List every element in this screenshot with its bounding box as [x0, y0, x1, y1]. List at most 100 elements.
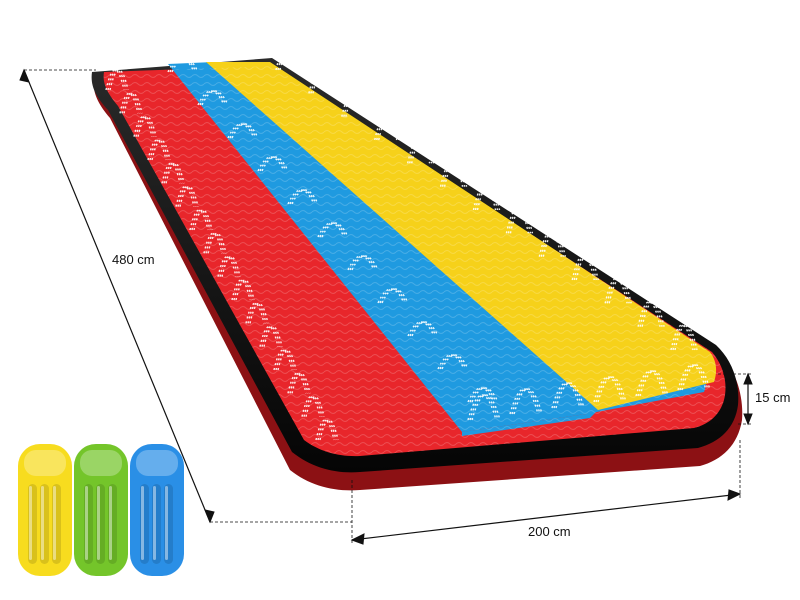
bodyboard-blue — [130, 444, 184, 576]
water-jet — [441, 354, 469, 370]
water-jet — [471, 387, 499, 403]
water-jet — [321, 222, 349, 238]
water-jet — [411, 321, 439, 337]
water-jet — [681, 364, 711, 391]
water-jet — [137, 115, 157, 137]
water-jet — [245, 302, 265, 324]
dimension-lines — [19, 68, 753, 545]
water-jet — [229, 123, 257, 139]
water-jet — [555, 382, 585, 409]
water-jet — [289, 372, 309, 394]
water-jet — [175, 185, 195, 207]
water-jet — [637, 370, 667, 397]
water-jet — [289, 189, 317, 205]
bodyboards — [18, 444, 184, 576]
water-jet — [259, 325, 279, 347]
water-jet — [167, 57, 195, 73]
water-jet — [227, 123, 255, 139]
water-jet — [217, 255, 237, 277]
water-jet — [99, 39, 121, 61]
water-jet — [291, 372, 311, 394]
water-jet — [233, 279, 253, 301]
water-jet — [437, 354, 465, 370]
width-label: 200 cm — [528, 524, 571, 539]
water-jet — [467, 394, 497, 421]
water-jet — [189, 209, 209, 231]
water-jet — [273, 349, 293, 371]
water-jet — [277, 349, 297, 371]
water-jet — [409, 321, 437, 337]
water-jet — [635, 370, 665, 397]
water-jet — [165, 162, 185, 184]
water-jet — [469, 394, 499, 421]
water-jet — [197, 90, 225, 106]
water-jet — [135, 115, 155, 137]
water-jet — [107, 69, 127, 91]
water-jet — [109, 69, 129, 91]
water-jet — [97, 39, 119, 61]
water-jet — [379, 288, 407, 304]
water-jet — [439, 354, 467, 370]
water-jet — [179, 185, 199, 207]
water-jet — [147, 139, 167, 161]
water-jet — [287, 372, 307, 394]
length-label: 480 cm — [112, 252, 155, 267]
water-jet — [593, 376, 623, 403]
water-jet — [303, 395, 323, 417]
water-jet — [235, 279, 255, 301]
water-jet — [219, 255, 239, 277]
water-jet — [119, 39, 141, 61]
water-jet — [263, 325, 283, 347]
water-jet — [317, 222, 345, 238]
water-jet — [119, 92, 139, 114]
water-jet — [149, 139, 169, 161]
water-jet — [275, 349, 295, 371]
water-jet — [257, 156, 285, 172]
water-jet — [117, 39, 139, 61]
water-jet — [319, 419, 339, 441]
water-jet — [137, 39, 159, 61]
water-jet — [305, 395, 325, 417]
water-jet — [551, 382, 581, 409]
water-jet — [121, 92, 141, 114]
water-jet — [221, 255, 241, 277]
height-label: 15 cm — [755, 390, 791, 405]
water-jet — [511, 388, 541, 415]
water-jet — [201, 90, 229, 106]
water-jet — [349, 255, 377, 271]
water-jet — [679, 364, 709, 391]
bodyboard-yellow — [18, 444, 72, 576]
water-jet — [101, 39, 123, 61]
water-jet — [207, 232, 227, 254]
water-jet — [509, 388, 539, 415]
water-jet — [317, 419, 337, 441]
water-jet — [347, 255, 375, 271]
water-jet — [199, 90, 227, 106]
water-jet — [231, 279, 251, 301]
water-jet — [123, 92, 143, 114]
water-jet — [171, 57, 199, 73]
water-jet — [161, 162, 181, 184]
water-jet — [381, 288, 409, 304]
water-jet — [261, 156, 289, 172]
water-jet — [203, 232, 223, 254]
water-jet — [377, 288, 405, 304]
water-jet — [205, 232, 225, 254]
water-jet — [231, 123, 259, 139]
water-jet — [467, 387, 495, 403]
water-jet — [151, 139, 171, 161]
water-jet — [133, 39, 155, 61]
water-jet — [301, 395, 321, 417]
water-spray-jets — [97, 39, 711, 441]
water-jet — [319, 222, 347, 238]
water-jet — [249, 302, 269, 324]
water-jet — [135, 39, 157, 61]
water-jet — [407, 321, 435, 337]
water-jet — [595, 376, 625, 403]
water-jet — [191, 209, 211, 231]
water-jet — [259, 156, 287, 172]
water-jet — [553, 382, 583, 409]
water-jet — [513, 388, 543, 415]
